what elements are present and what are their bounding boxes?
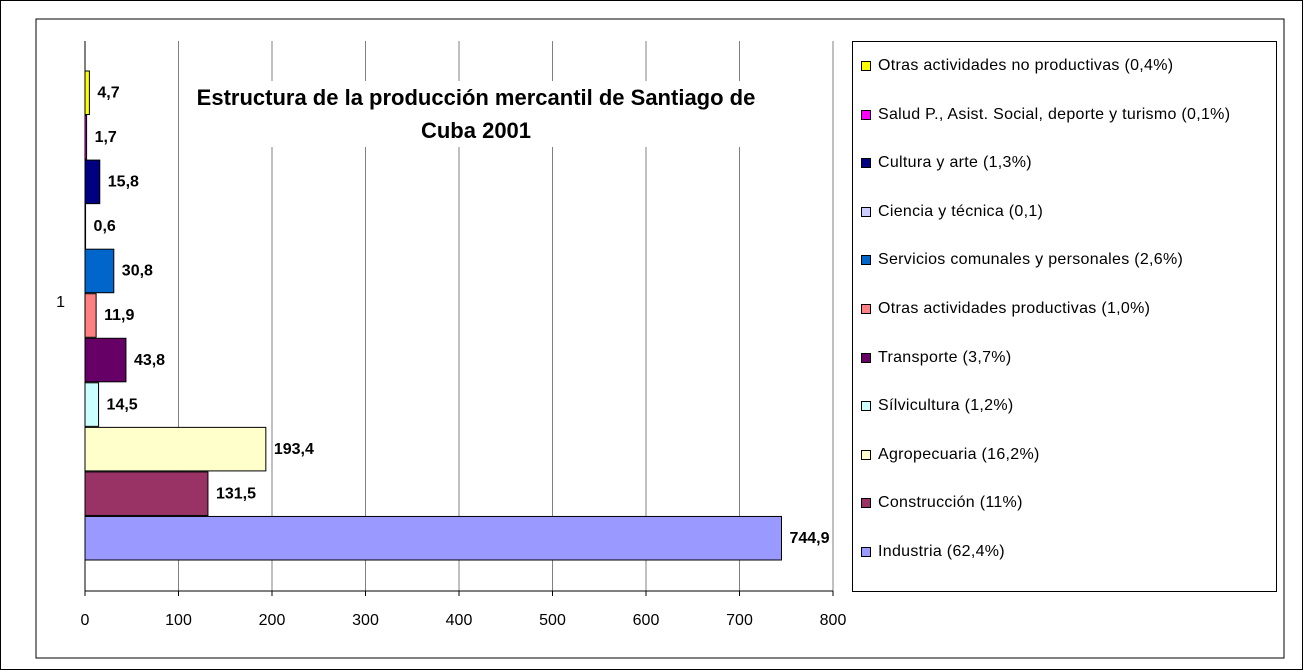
legend-label: Industria (62,4%): [878, 543, 1005, 560]
x-tick-label: 0: [81, 612, 90, 629]
legend-swatch: [861, 449, 871, 460]
bar: [84, 426, 267, 472]
data-label: 43,8: [134, 352, 165, 369]
legend-label: Transporte (3,7%): [878, 348, 1012, 366]
legend-label: Agropecuaria (16,2%): [878, 445, 1040, 463]
legend-swatch: [861, 547, 871, 557]
data-label: 15,8: [108, 174, 139, 191]
legend-entry: Ciencia y técnica (0,1): [861, 202, 1283, 222]
bar: [84, 382, 100, 427]
legend-entry: Salud P., Asist. Social, deporte y turis…: [861, 105, 1283, 125]
legend-swatch: [861, 61, 871, 71]
legend-swatch: [861, 352, 871, 363]
legend-swatch: [861, 109, 871, 120]
legend-entry: Transporte (3,7%): [861, 348, 1283, 368]
legend-entry: Agropecuaria (16,2%): [861, 445, 1283, 465]
legend-label: Otras actividades productivas (1,0%): [878, 300, 1151, 317]
legend-label: Sílvicultura (1,2%): [878, 397, 1014, 415]
data-label: 14,5: [107, 396, 138, 413]
legend-entry: Construcción (11%): [861, 493, 1283, 513]
legend: Otras actividades no productivas (0,4%) S…: [852, 41, 1277, 592]
bar: [84, 248, 115, 294]
bar: [84, 515, 782, 561]
legend-label: Salud P., Asist. Social, deporte y turis…: [878, 105, 1231, 123]
legend-swatch: [861, 206, 871, 217]
bar: [84, 293, 97, 338]
x-tick-label: 100: [165, 612, 192, 629]
data-label: 30,8: [122, 263, 153, 280]
legend-swatch: [861, 401, 871, 412]
legend-swatch: [861, 498, 871, 509]
data-label: 11,9: [104, 307, 134, 324]
data-label: 193,4: [274, 441, 314, 458]
x-tick-label: 400: [446, 612, 473, 629]
legend-entry: Cultura y arte (1,3%): [861, 153, 1283, 173]
y-tick-label: 1: [56, 294, 65, 311]
bar: [84, 337, 127, 383]
data-label: 0,6: [94, 218, 116, 235]
legend-entry: Otras actividades productivas (1,0%): [861, 299, 1283, 319]
legend-label: Ciencia y técnica (0,1): [878, 202, 1044, 220]
x-tick-label: 800: [820, 612, 847, 629]
bar: [84, 204, 87, 249]
data-label: 4,7: [97, 84, 119, 101]
legend-swatch: [861, 255, 871, 266]
legend-entry: Sílvicultura (1,2%): [861, 396, 1283, 416]
legend-label: Construcción (11%): [878, 494, 1023, 512]
legend-label: Servicios comunales y personales (2,6%): [878, 251, 1184, 269]
legend-label: Otras actividades no productivas (0,4%): [878, 57, 1174, 74]
bar: [84, 471, 209, 516]
x-tick-label: 200: [259, 612, 286, 629]
legend-swatch: [861, 304, 871, 314]
legend-entry: Otras actividades no productivas (0,4%): [861, 56, 1283, 76]
data-label: 744,9: [789, 530, 829, 547]
legend-entry: Industria (62,4%): [861, 542, 1283, 562]
legend-label: Cultura y arte (1,3%): [878, 154, 1032, 172]
x-tick-label: 300: [352, 612, 379, 629]
data-label: 131,5: [216, 485, 256, 502]
legend-swatch: [861, 158, 871, 169]
chart-frame: [35, 18, 1285, 659]
bar: [84, 115, 88, 160]
x-tick-label: 600: [633, 612, 660, 629]
bar: [84, 70, 90, 116]
legend-entry: Servicios comunales y personales (2,6%): [861, 250, 1283, 270]
x-tick-label: 700: [726, 612, 753, 629]
data-label: 1,7: [95, 129, 117, 146]
bar: [84, 159, 101, 205]
x-tick-label: 500: [539, 612, 566, 629]
chart-title: Estructura de la producción mercantil de…: [191, 81, 761, 147]
